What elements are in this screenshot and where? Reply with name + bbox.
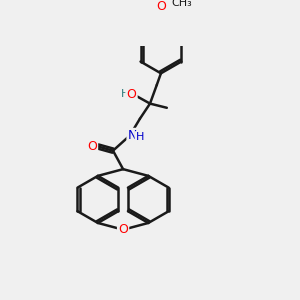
Text: N: N — [128, 129, 137, 142]
Text: O: O — [127, 88, 136, 101]
Text: H: H — [136, 132, 144, 142]
Text: CH₃: CH₃ — [171, 0, 192, 8]
Text: O: O — [87, 140, 97, 153]
Text: O: O — [118, 223, 128, 236]
Text: O: O — [156, 0, 166, 14]
Text: H: H — [121, 89, 129, 99]
